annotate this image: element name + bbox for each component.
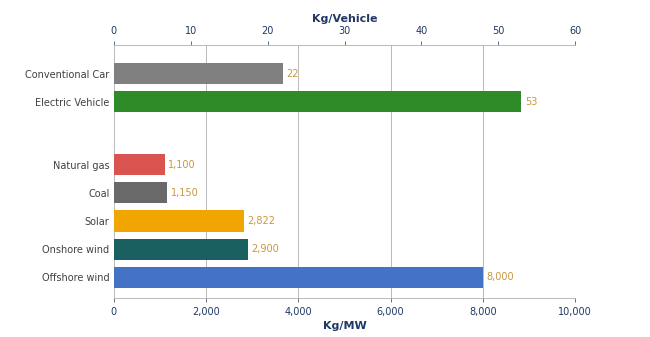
Text: 8,000: 8,000 (487, 272, 514, 282)
Bar (114, 267, 483, 288)
Bar (114, 154, 164, 175)
Bar (114, 63, 283, 84)
Bar (114, 211, 244, 232)
Bar (114, 91, 521, 112)
X-axis label: Kg/MW: Kg/MW (322, 321, 367, 331)
Text: 1,150: 1,150 (170, 188, 198, 198)
Text: 22: 22 (287, 68, 299, 79)
Bar (114, 239, 248, 259)
Text: 2,900: 2,900 (252, 244, 279, 254)
Text: 53: 53 (525, 97, 538, 107)
Text: 1,100: 1,100 (168, 160, 196, 170)
Text: 2,822: 2,822 (248, 216, 276, 226)
Bar (114, 182, 167, 204)
X-axis label: Kg/Vehicle: Kg/Vehicle (312, 14, 377, 24)
